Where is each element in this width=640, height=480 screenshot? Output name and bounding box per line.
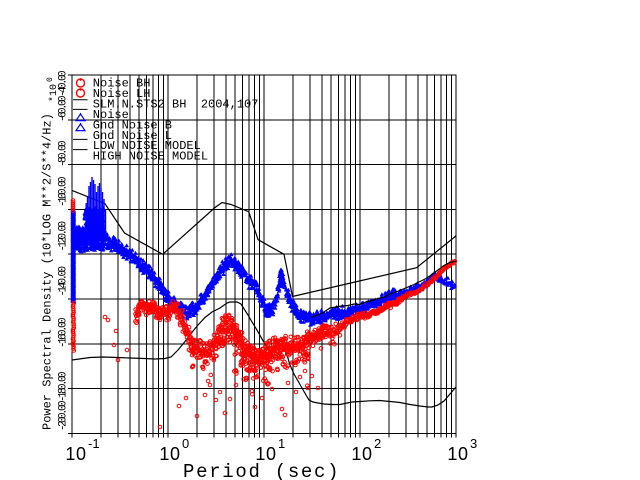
svg-text:SLM.N.STS2 BH 2004,107: SLM.N.STS2 BH 2004,107 bbox=[93, 98, 259, 112]
svg-text:-160.00: -160.00 bbox=[58, 318, 70, 348]
svg-text:10: 10 bbox=[255, 444, 276, 464]
svg-text:3: 3 bbox=[470, 436, 477, 451]
svg-text:-1: -1 bbox=[88, 436, 100, 451]
svg-text:-60.00: -60.00 bbox=[58, 96, 70, 122]
svg-text:-120.00: -120.00 bbox=[58, 221, 70, 251]
svg-text:10: 10 bbox=[447, 444, 468, 464]
svg-text:Noise LH: Noise LH bbox=[93, 87, 151, 101]
svg-text:*10: *10 bbox=[48, 84, 60, 102]
svg-text:-140.00: -140.00 bbox=[58, 266, 70, 296]
svg-text:-200.00: -200.00 bbox=[58, 401, 70, 431]
svg-text:-100.00: -100.00 bbox=[58, 177, 70, 207]
svg-text:HIGH NOISE MODEL: HIGH NOISE MODEL bbox=[93, 150, 208, 164]
svg-text:10: 10 bbox=[351, 444, 372, 464]
svg-text:10: 10 bbox=[159, 444, 180, 464]
svg-text:Power Spectral Density (10*LOG: Power Spectral Density (10*LOG M**2/S**4… bbox=[41, 113, 55, 430]
svg-text:Noise: Noise bbox=[93, 108, 129, 122]
svg-text:Gnd Noise L: Gnd Noise L bbox=[93, 129, 172, 143]
svg-text:10: 10 bbox=[65, 444, 86, 464]
svg-text:2: 2 bbox=[374, 436, 381, 451]
svg-text:LOW NOISE MODEL: LOW NOISE MODEL bbox=[93, 139, 201, 153]
svg-text:-180.00: -180.00 bbox=[58, 372, 70, 402]
svg-text:Noise BH: Noise BH bbox=[93, 77, 151, 91]
svg-text:0: 0 bbox=[182, 436, 189, 451]
svg-text:Gnd Noise B: Gnd Noise B bbox=[93, 118, 172, 132]
svg-text:1: 1 bbox=[278, 436, 285, 451]
svg-text:-40.00: -40.00 bbox=[58, 71, 70, 97]
svg-text:-80.00: -80.00 bbox=[58, 141, 70, 167]
svg-text:0: 0 bbox=[46, 77, 55, 82]
svg-text:Period (sec): Period (sec) bbox=[183, 461, 340, 480]
